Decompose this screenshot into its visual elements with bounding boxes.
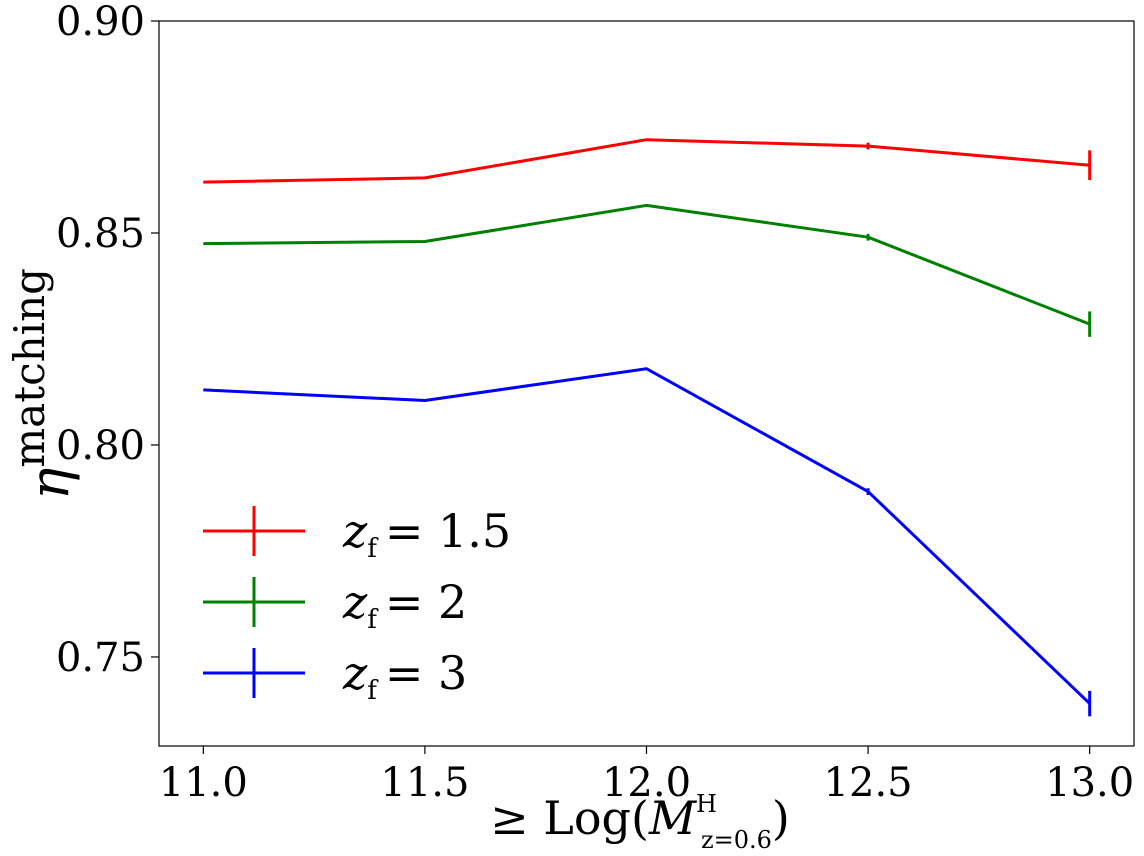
legend-value: = 3 [385,646,467,700]
legend-value: = 2 [385,575,467,629]
x-tick-label: 11.0 [159,760,248,806]
x-tick-label: 11.5 [380,760,469,806]
series-line-zf2 [203,203,1091,326]
legend-label-zf3: zf = 3 [342,646,467,706]
y-axis-label-superscript: matching [5,268,54,468]
y-axis-label-symbol: η [18,468,81,500]
y-tick-label: 0.80 [56,423,145,469]
y-axis-label: ηmatching [5,268,81,500]
legend-subscript: f [367,534,379,564]
series-line-zf15 [203,138,1090,184]
legend-value: = 1.5 [385,504,511,558]
x-tick-label: 12.5 [824,760,913,806]
x-tick-label: 13.0 [1045,760,1134,806]
legend-label-zf15: zf = 1.5 [342,504,511,564]
legend-symbol: z [342,504,368,558]
legend-subscript: f [367,676,379,706]
x-axis-ticks: 11.0 11.5 12.0 12.5 13.0 [159,746,1134,806]
x-axis-label-superscript: H [696,790,717,818]
legend-symbol: z [342,646,368,700]
y-tick-label: 0.75 [56,635,145,681]
x-axis-label-prefix: ≥ Log( [490,791,649,845]
series-lines [203,138,1092,717]
x-axis-label-subscript: z=0.6 [701,826,772,854]
plot-frame [158,20,1135,747]
y-axis-ticks: 0.75 0.80 0.85 0.90 [56,0,159,681]
x-tick-label: 12.0 [602,760,691,806]
x-axis-label-suffix: ) [772,791,790,845]
legend-label-zf2: zf = 2 [342,575,467,635]
series-line-zf3 [203,367,1091,705]
legend-symbol: z [342,575,368,629]
x-axis-label: ≥ Log(MH z=0.6) [490,790,790,854]
legend-subscript: f [367,605,379,635]
y-tick-label: 0.90 [56,0,145,45]
y-tick-label: 0.85 [56,211,145,257]
x-axis-label-symbol: M [648,791,698,845]
legend: zf = 1.5zf = 2zf = 3 [203,504,511,706]
